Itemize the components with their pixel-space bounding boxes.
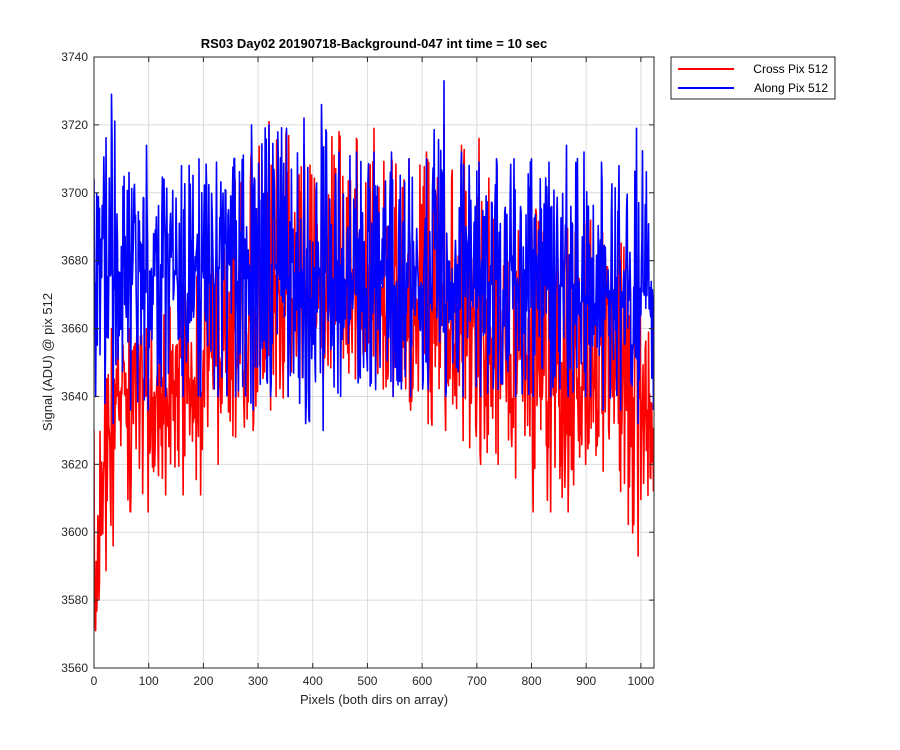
y-tick-label: 3680 [61,254,88,268]
y-tick-label: 3580 [61,593,88,607]
x-tick-label: 200 [193,674,213,688]
x-tick-label: 800 [521,674,541,688]
y-tick-label: 3700 [61,186,88,200]
x-tick-label: 0 [91,674,98,688]
ticks: 0 100 200 300 400 500 600 700 800 900 1000 3560 3580… [61,50,654,688]
x-axis-label: Pixels (both dirs on array) [300,692,448,707]
y-axis-label: Signal (ADU) @ pix 512 [40,293,55,431]
x-tick-label: 100 [139,674,159,688]
chart-title: RS03 Day02 20190718-Background-047 int t… [201,36,548,51]
legend-box [670,56,836,100]
axes-box [93,56,655,669]
series-layer [94,79,654,632]
y-tick-label: 3740 [61,50,88,64]
y-tick-label: 3660 [61,322,88,336]
series-line-along-pix-512 [94,79,654,432]
x-tick-label: 900 [576,674,596,688]
x-tick-label: 1000 [628,674,655,688]
x-tick-label: 700 [467,674,487,688]
legend-label-cross: Cross Pix 512 [753,62,828,76]
x-tick-label: 400 [303,674,323,688]
legend-label-along: Along Pix 512 [754,81,828,95]
y-tick-label: 3620 [61,457,88,471]
y-tick-label: 3600 [61,525,88,539]
x-tick-label: 300 [248,674,268,688]
x-tick-label: 600 [412,674,432,688]
y-tick-label: 3560 [61,661,88,675]
x-tick-label: 500 [357,674,377,688]
y-tick-label: 3640 [61,389,88,403]
legend: Cross Pix 512 Along Pix 512 [670,56,836,100]
y-tick-label: 3720 [61,118,88,132]
